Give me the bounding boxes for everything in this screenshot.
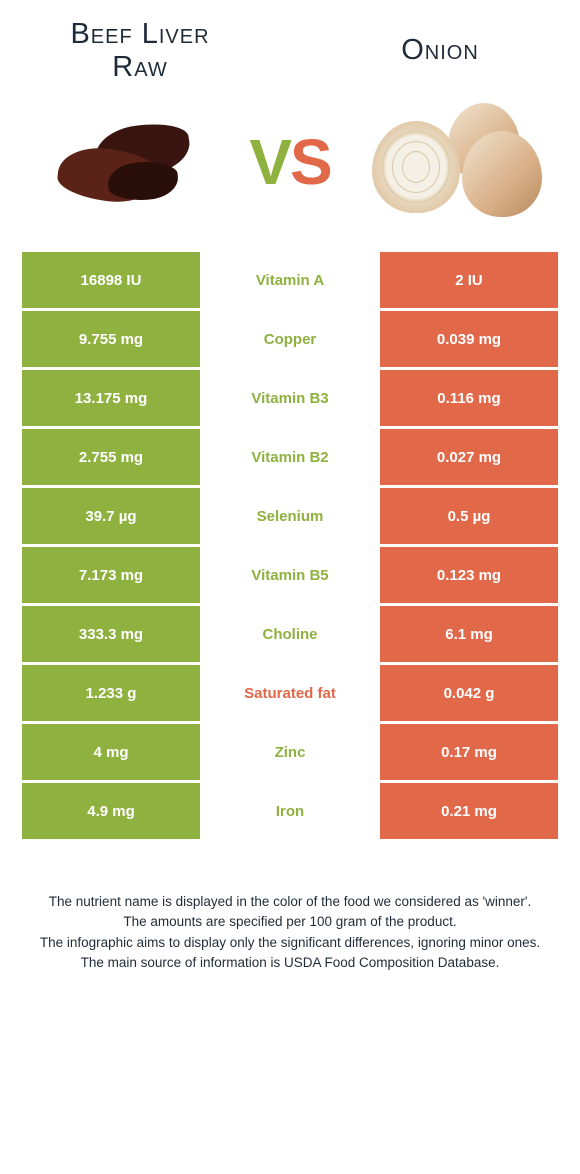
left-value-cell: 39.7 µg	[22, 488, 200, 544]
right-value-cell: 0.123 mg	[380, 547, 558, 603]
table-row: 9.755 mgCopper0.039 mg	[22, 311, 558, 367]
nutrient-name-cell: Iron	[200, 783, 380, 839]
left-value-cell: 9.755 mg	[22, 311, 200, 367]
right-value-cell: 0.042 g	[380, 665, 558, 721]
left-value-cell: 333.3 mg	[22, 606, 200, 662]
footer-notes: The nutrient name is displayed in the co…	[0, 842, 580, 973]
right-food-image	[370, 102, 540, 222]
right-value-cell: 6.1 mg	[380, 606, 558, 662]
left-food-image	[40, 102, 210, 222]
left-value-cell: 2.755 mg	[22, 429, 200, 485]
nutrient-name-cell: Copper	[200, 311, 380, 367]
vs-s: S	[290, 126, 331, 198]
nutrient-name-cell: Saturated fat	[200, 665, 380, 721]
right-value-cell: 0.5 µg	[380, 488, 558, 544]
table-row: 1.233 gSaturated fat0.042 g	[22, 665, 558, 721]
table-row: 39.7 µgSelenium0.5 µg	[22, 488, 558, 544]
table-row: 333.3 mgCholine6.1 mg	[22, 606, 558, 662]
nutrient-name-cell: Vitamin B2	[200, 429, 380, 485]
nutrient-name-cell: Selenium	[200, 488, 380, 544]
left-value-cell: 16898 IU	[22, 252, 200, 308]
footer-line: The amounts are specified per 100 gram o…	[30, 912, 550, 932]
left-value-cell: 4 mg	[22, 724, 200, 780]
table-row: 16898 IUVitamin A2 IU	[22, 252, 558, 308]
right-value-cell: 0.21 mg	[380, 783, 558, 839]
left-value-cell: 7.173 mg	[22, 547, 200, 603]
onion-illustration	[370, 97, 540, 227]
nutrient-name-cell: Choline	[200, 606, 380, 662]
liver-illustration	[50, 117, 200, 207]
table-row: 4.9 mgIron0.21 mg	[22, 783, 558, 839]
right-food-title: Onion	[340, 34, 540, 67]
left-value-cell: 13.175 mg	[22, 370, 200, 426]
header: Beef Liver Raw Onion	[0, 0, 580, 92]
right-value-cell: 0.116 mg	[380, 370, 558, 426]
table-row: 13.175 mgVitamin B30.116 mg	[22, 370, 558, 426]
right-value-cell: 2 IU	[380, 252, 558, 308]
right-value-cell: 0.027 mg	[380, 429, 558, 485]
left-food-title: Beef Liver Raw	[40, 18, 240, 84]
footer-line: The nutrient name is displayed in the co…	[30, 892, 550, 912]
right-value-cell: 0.17 mg	[380, 724, 558, 780]
nutrient-name-cell: Vitamin B3	[200, 370, 380, 426]
nutrient-name-cell: Vitamin A	[200, 252, 380, 308]
nutrient-name-cell: Vitamin B5	[200, 547, 380, 603]
right-value-cell: 0.039 mg	[380, 311, 558, 367]
table-row: 7.173 mgVitamin B50.123 mg	[22, 547, 558, 603]
footer-line: The infographic aims to display only the…	[30, 933, 550, 953]
vs-row: VS	[0, 92, 580, 252]
footer-line: The main source of information is USDA F…	[30, 953, 550, 973]
left-value-cell: 4.9 mg	[22, 783, 200, 839]
nutrient-table: 16898 IUVitamin A2 IU9.755 mgCopper0.039…	[22, 252, 558, 839]
left-value-cell: 1.233 g	[22, 665, 200, 721]
table-row: 4 mgZinc0.17 mg	[22, 724, 558, 780]
nutrient-name-cell: Zinc	[200, 724, 380, 780]
vs-v: V	[249, 126, 290, 198]
vs-label: VS	[249, 125, 330, 199]
table-row: 2.755 mgVitamin B20.027 mg	[22, 429, 558, 485]
